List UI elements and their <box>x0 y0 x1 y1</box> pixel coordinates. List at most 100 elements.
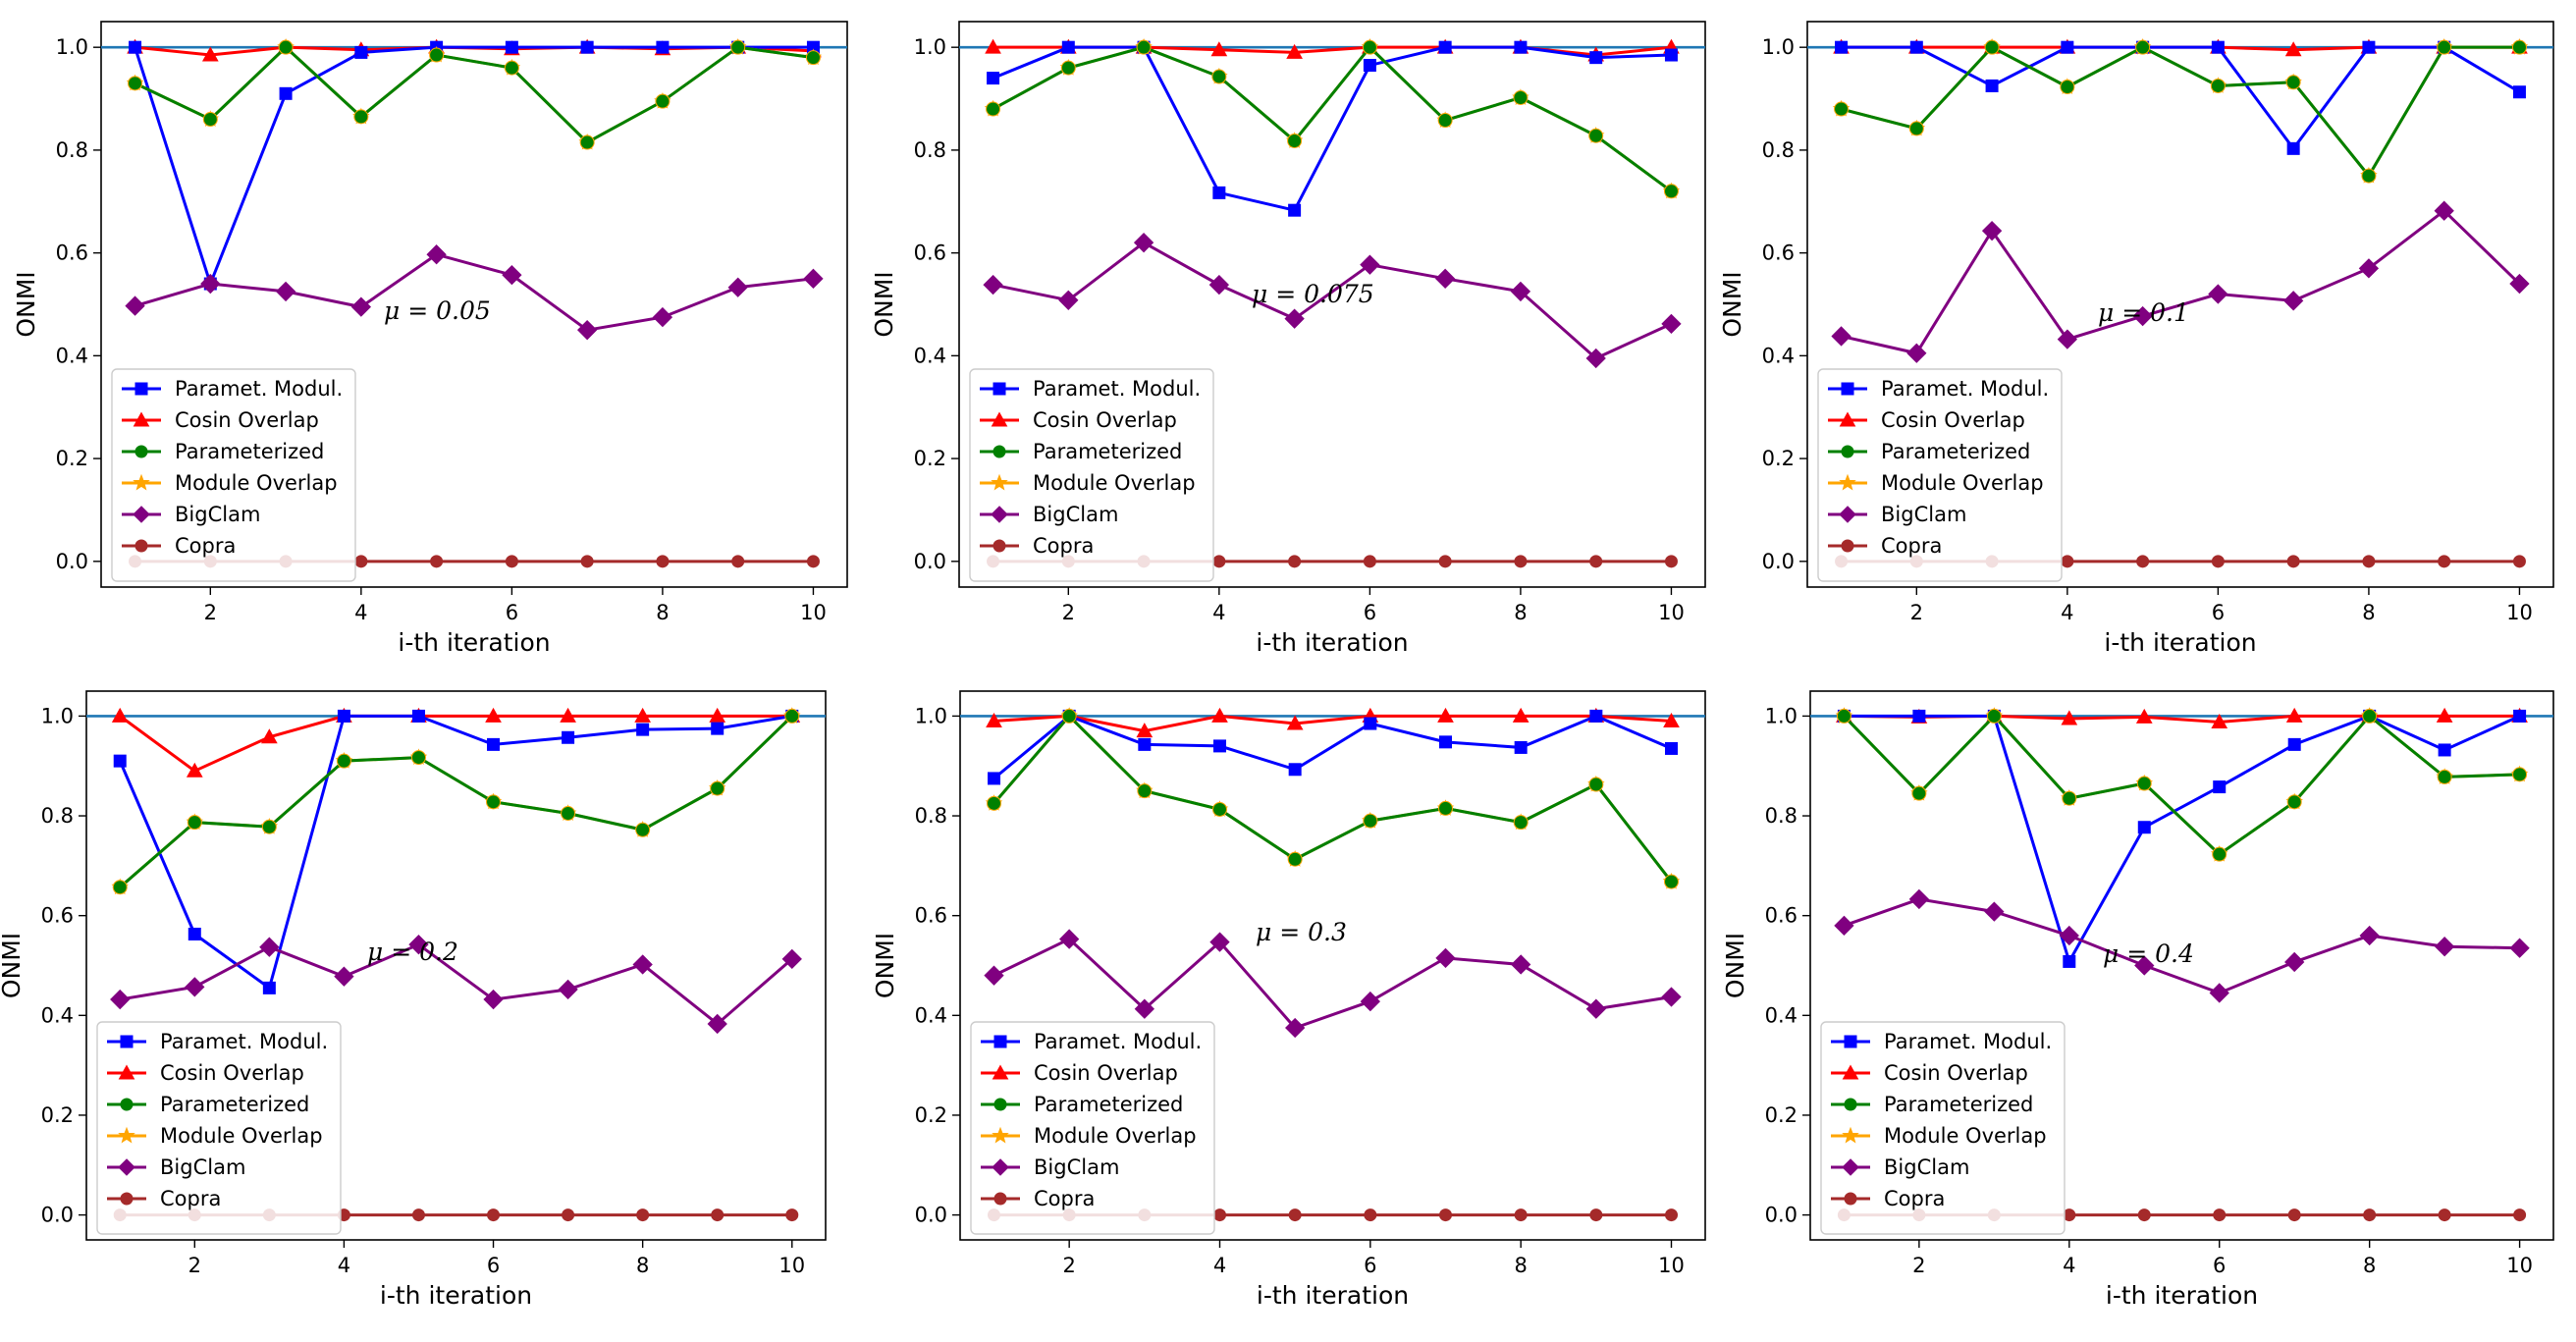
legend-label: Copra <box>1033 534 1094 558</box>
legend-item: Cosin Overlap <box>122 408 319 432</box>
data-point <box>1285 1017 1306 1039</box>
data-point <box>781 948 802 970</box>
legend-marker <box>992 1126 1009 1144</box>
series-module-overlap <box>126 37 823 150</box>
data-point <box>1212 186 1226 199</box>
series-line <box>1844 714 2521 966</box>
data-point <box>1588 128 1604 143</box>
data-point <box>1908 888 1930 910</box>
data-point <box>988 772 1000 785</box>
x-tick-label: 2 <box>1062 1254 1075 1277</box>
series-line <box>1841 208 2521 355</box>
legend: Paramet. Modul. Cosin Overlap Parameterize… <box>1820 1021 2066 1235</box>
data-point <box>727 277 748 297</box>
chart-panel: 0.0 0.2 0.4 0.6 0.8 1.0 2 4 6 8 10 i-th iteration ON… <box>12 21 848 657</box>
data-point <box>1363 813 1378 829</box>
series-parameterized <box>112 708 800 895</box>
legend-marker <box>1839 473 1856 491</box>
legend-marker <box>133 506 150 523</box>
legend-item: Paramet. Modul. <box>107 1030 328 1053</box>
data-point <box>1589 1208 1603 1222</box>
series-line <box>134 45 814 289</box>
data-point <box>2286 794 2302 810</box>
data-point <box>2362 40 2376 54</box>
data-point <box>2134 955 2155 976</box>
plot-area-frame <box>85 690 827 1241</box>
y-tick-label: 0.6 <box>1762 242 1795 265</box>
data-point <box>2057 329 2078 349</box>
data-point <box>1514 1208 1528 1222</box>
x-tick-label: 10 <box>800 601 827 624</box>
data-point <box>579 134 595 150</box>
data-point <box>2213 1208 2227 1222</box>
legend-label: Cosin Overlap <box>160 1061 304 1085</box>
series-bigclam <box>1834 888 2530 1003</box>
series-line <box>993 714 1673 780</box>
x-tick-label: 2 <box>1910 601 1923 624</box>
data-point <box>2135 39 2151 55</box>
data-point <box>2136 776 2152 791</box>
series-bigclam <box>110 934 802 1035</box>
y-tick-label: 0.4 <box>915 1003 947 1027</box>
legend-label: Module Overlap <box>1884 1124 2047 1148</box>
data-point <box>2286 555 2300 568</box>
data-point <box>987 795 1001 811</box>
legend-frame <box>1817 368 2063 582</box>
data-point <box>1060 60 1076 76</box>
series-module-overlap <box>1832 37 2529 184</box>
data-point <box>1514 740 1528 754</box>
x-axis-label: i-th iteration <box>2106 1281 2258 1310</box>
data-point <box>1137 783 1153 799</box>
legend-item: Copra <box>980 534 1094 558</box>
data-point <box>1665 741 1678 755</box>
legend: Paramet. Modul. Cosin Overlap Parameterize… <box>969 368 1214 582</box>
legend-marker <box>134 382 148 396</box>
legend-frame <box>970 1021 1215 1235</box>
data-point <box>1213 739 1226 753</box>
data-point <box>2512 767 2528 782</box>
data-point <box>429 47 445 63</box>
data-point <box>1439 735 1452 749</box>
legend-item: Paramet. Modul. <box>980 377 1201 401</box>
data-point <box>411 1208 425 1222</box>
data-point <box>1909 40 1923 54</box>
legend-marker <box>991 506 1008 523</box>
legend-label: BigClam <box>160 1155 245 1179</box>
legend-item: BigClam <box>980 503 1118 526</box>
x-tick-label: 10 <box>2506 601 2533 624</box>
legend-label: Paramet. Modul. <box>160 1030 328 1053</box>
x-tick-label: 4 <box>338 1254 350 1277</box>
legend-item: Paramet. Modul. <box>122 377 343 401</box>
data-point <box>2434 937 2455 957</box>
legend-frame <box>96 1021 342 1235</box>
data-point <box>2062 790 2077 806</box>
data-point <box>485 707 502 723</box>
chart-panel: 0.0 0.2 0.4 0.6 0.8 1.0 2 4 6 8 10 i-th iteration ON… <box>871 690 1706 1310</box>
series-line <box>1841 45 2520 179</box>
chart-panel: 0.0 0.2 0.4 0.6 0.8 1.0 2 4 6 8 10 i-th iteration ON… <box>0 690 827 1310</box>
data-point <box>2132 305 2153 327</box>
x-tick-label: 4 <box>2061 601 2073 624</box>
x-axis-label: i-th iteration <box>2104 628 2256 657</box>
data-point <box>2284 951 2305 973</box>
data-point <box>2063 954 2076 968</box>
data-point <box>707 1013 727 1035</box>
data-point <box>784 708 800 724</box>
data-point <box>2212 846 2227 862</box>
data-point <box>2287 1208 2301 1222</box>
data-point <box>275 281 296 302</box>
x-tick-label: 4 <box>354 601 367 624</box>
legend-marker <box>118 1126 135 1144</box>
y-tick-label: 0.6 <box>914 242 946 265</box>
legend-marker <box>120 1098 134 1111</box>
legend-marker <box>993 1098 1007 1111</box>
data-point <box>505 555 518 568</box>
y-tick-label: 0.4 <box>1765 1003 1798 1027</box>
data-point <box>185 977 205 997</box>
legend-label: Cosin Overlap <box>175 408 319 432</box>
data-point <box>1511 954 1531 975</box>
data-point <box>2285 707 2303 723</box>
series-parameterized <box>1834 39 2527 184</box>
data-point <box>1210 41 1228 57</box>
mu-annotation: μ = 0.05 <box>384 296 491 325</box>
